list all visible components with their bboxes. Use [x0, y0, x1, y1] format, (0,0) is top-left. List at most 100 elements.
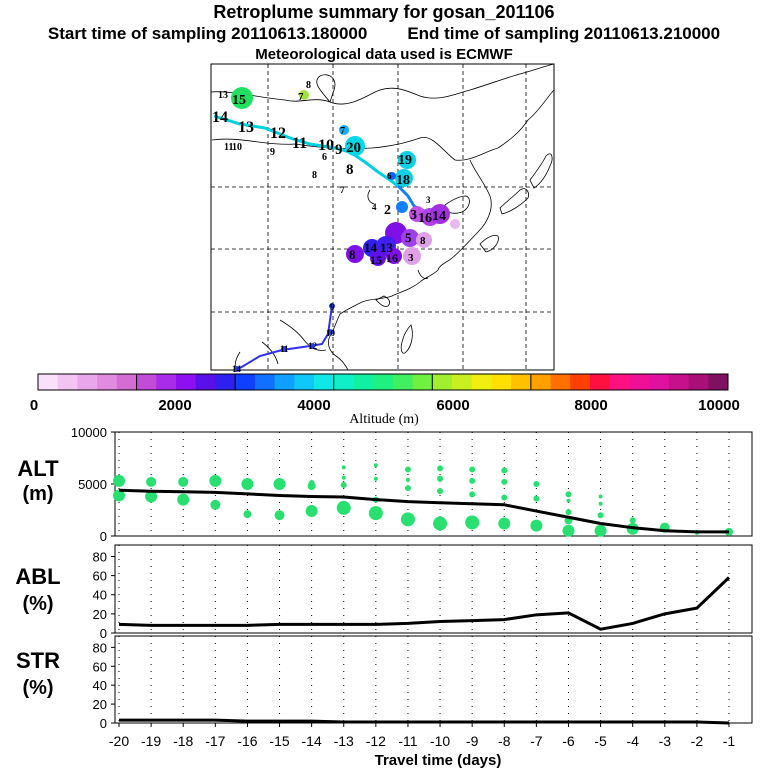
plume-label: 18 [396, 173, 410, 188]
colorbar-swatch [294, 374, 315, 390]
altitude-point [113, 474, 125, 487]
colorbar-swatch [668, 374, 690, 390]
plume-label: 9 [335, 142, 343, 158]
x-tick-label: -20 [109, 733, 129, 749]
altitude-point [565, 509, 572, 516]
plume-circle [299, 90, 309, 100]
x-tick-label: -14 [302, 733, 322, 749]
colorbar-tick: 0 [30, 397, 38, 414]
panel-label: ABL [15, 564, 60, 589]
plume-circle [281, 346, 287, 352]
plume-label: 14 [232, 364, 242, 374]
plume-circle [370, 250, 386, 266]
altitude-point [594, 524, 607, 537]
x-tick-label: -18 [173, 733, 193, 749]
plume-label: 10 [232, 142, 242, 153]
plume-circle [234, 366, 240, 372]
colorbar-swatch [412, 374, 433, 390]
plume-label: 8 [306, 80, 311, 91]
altitude-point [373, 476, 378, 481]
colorbar-swatch [392, 374, 414, 390]
altitude-point [243, 510, 252, 519]
colorbar-swatch [688, 374, 709, 390]
altitude-point [501, 494, 508, 501]
colorbar-swatch [215, 374, 236, 390]
plume-label: 7 [340, 185, 345, 195]
colorbar-swatch [254, 374, 276, 390]
colorbar-swatch [708, 374, 729, 390]
y-tick-label: 80 [93, 549, 107, 564]
plume-circle [401, 229, 419, 247]
abl-line [118, 576, 731, 631]
coastlines [210, 63, 555, 371]
plume-circle [450, 219, 460, 229]
altitude-point [533, 495, 540, 502]
altitude-point [597, 512, 604, 519]
x-tick-label: -1 [723, 733, 736, 749]
y-tick-label: 20 [93, 697, 107, 712]
altitude-point [565, 491, 572, 498]
panel-unit: (%) [22, 593, 53, 615]
plume-circle [430, 204, 450, 224]
plume-label: 11 [280, 344, 289, 354]
plume-label: 8 [312, 170, 317, 181]
plume-label: 8 [346, 162, 354, 178]
str-line [119, 718, 730, 725]
y-tick-label: 40 [93, 588, 107, 603]
colorbar-swatch [57, 374, 78, 390]
altitude-point [598, 501, 603, 506]
end-time-label: End time of sampling 20110613.210000 [407, 24, 721, 43]
plume-circle [386, 248, 402, 264]
altitude-point [437, 465, 444, 472]
plume-label: 11 [292, 135, 307, 152]
plume-label: 13 [380, 240, 394, 255]
colorbar-swatch [491, 374, 512, 390]
y-tick-label: 0 [100, 529, 107, 544]
y-tick-label: 20 [93, 607, 107, 622]
met-data-label: Meteorological data used is ECMWF [255, 46, 513, 63]
colorbar-swatch [195, 374, 216, 390]
x-axis-label: Travel time (days) [375, 752, 502, 768]
colorbar-swatch [38, 374, 59, 390]
trajectory-map: 13 15 8 7 14 13 12 11 10 9 20 8 7 11 10 … [210, 63, 555, 374]
altitude-point [404, 485, 411, 492]
plume-labels: 13 15 8 7 14 13 12 11 10 9 20 8 7 11 10 … [212, 80, 446, 374]
plume-circle [346, 245, 364, 263]
y-tick-label: 60 [93, 569, 107, 584]
altitude-point [336, 500, 351, 515]
x-tick-label: -8 [498, 733, 511, 749]
colorbar-tick: 10000 [698, 397, 740, 414]
plume-label: 10 [326, 328, 336, 338]
panel-frame [114, 544, 753, 634]
panel-label: STR [16, 648, 60, 673]
altitude-point [629, 517, 636, 524]
x-tick-label: -4 [626, 733, 639, 749]
altitude-point [400, 512, 415, 527]
y-tick-label: 80 [93, 640, 107, 655]
colorbar-tick: 8000 [574, 397, 607, 414]
plume-circle [409, 206, 425, 222]
x-tick-label: -3 [659, 733, 672, 749]
y-tick-label: 40 [93, 678, 107, 693]
x-tick-label: -5 [594, 733, 607, 749]
colorbar-swatch [176, 374, 197, 390]
plume-circle [345, 136, 365, 156]
altitude-point [433, 516, 448, 531]
altitude-point [177, 493, 190, 506]
colorbar-swatch [629, 374, 650, 390]
plume-label: 19 [398, 153, 412, 168]
plume-label: 9 [330, 302, 335, 312]
altitude-point [373, 463, 378, 468]
plume-label: 15 [232, 93, 246, 108]
colorbar-swatch [274, 374, 295, 390]
colorbar-swatch [353, 374, 374, 390]
altitude-point [530, 519, 543, 532]
altitude-point [340, 482, 347, 489]
colorbar-swatch [649, 374, 670, 390]
plume-label: 13 [238, 119, 254, 136]
x-tick-label: -13 [334, 733, 354, 749]
x-tick-label: -7 [530, 733, 543, 749]
colorbar-swatch [530, 374, 552, 390]
plume-label: 20 [346, 140, 361, 156]
colorbar-swatch [136, 374, 157, 390]
